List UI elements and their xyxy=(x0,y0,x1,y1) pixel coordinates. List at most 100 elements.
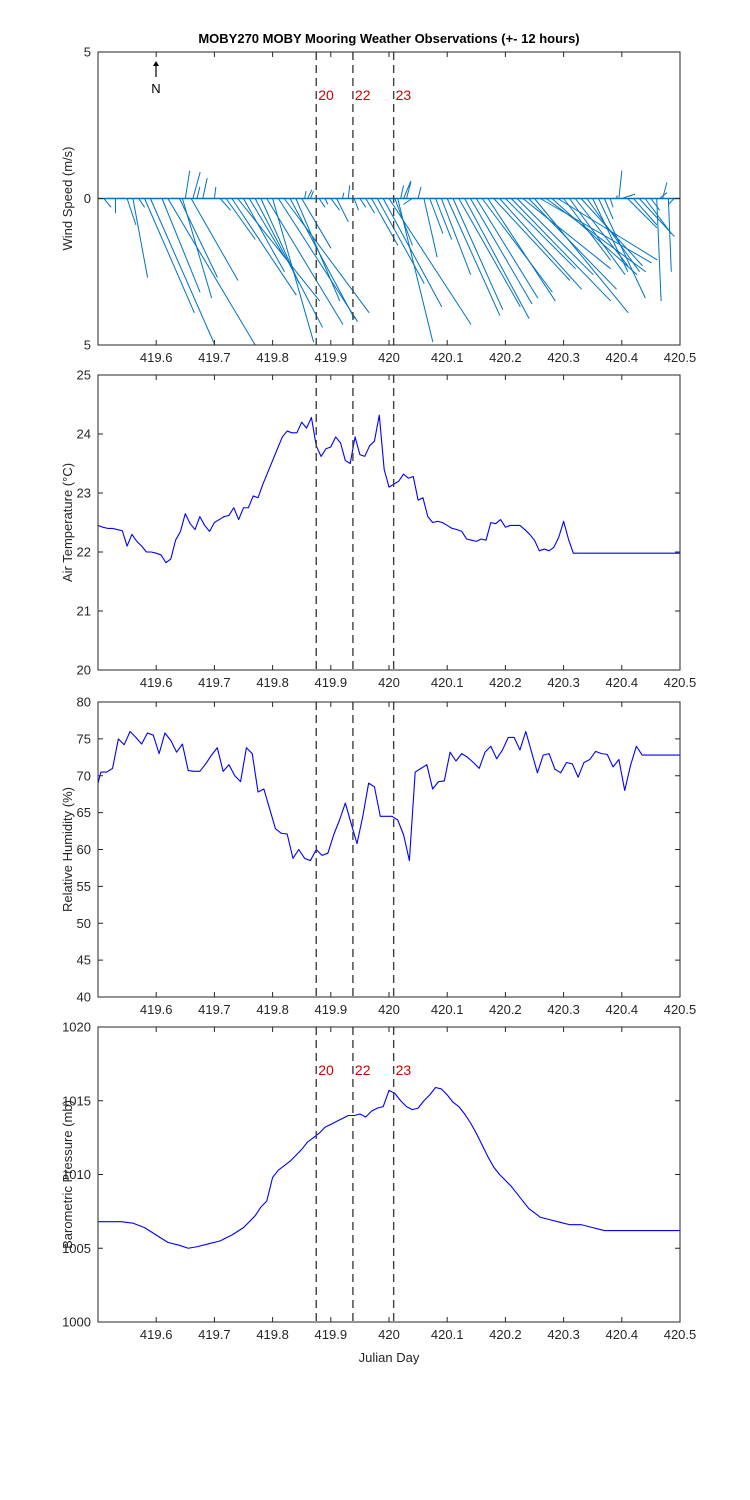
y-tick-label: 23 xyxy=(77,486,91,501)
wind-vector xyxy=(103,198,112,208)
cast-label: 20 xyxy=(318,87,334,103)
x-tick-label: 420.5 xyxy=(664,350,697,365)
wind-vector xyxy=(569,198,626,275)
wind-vector xyxy=(540,198,652,264)
wind-vector xyxy=(603,198,614,220)
y-tick-label: 22 xyxy=(77,545,91,560)
x-tick-label: 419.8 xyxy=(256,350,289,365)
wind-vector xyxy=(219,198,231,211)
x-tick-label: 420.2 xyxy=(489,350,522,365)
wind-vector xyxy=(598,198,646,299)
y-axis-label-pressure: Barometric Pressure (mb) xyxy=(60,1100,75,1249)
wind-vector xyxy=(487,198,556,302)
wind-vector xyxy=(528,198,617,290)
wind-vector xyxy=(190,198,239,281)
x-tick-label: 420.1 xyxy=(431,350,464,365)
x-tick-label: 420.2 xyxy=(489,1327,522,1342)
wind-vector xyxy=(126,198,137,226)
wind-vector xyxy=(382,198,443,308)
wind-vector xyxy=(662,182,668,199)
wind-vector xyxy=(470,198,533,305)
y-tick-label: 1005 xyxy=(62,1241,91,1256)
y-tick-label: 21 xyxy=(77,604,91,619)
plot-area-airtemp xyxy=(98,414,680,564)
wind-vector xyxy=(656,198,662,302)
chart-humidity: 419.6 419.7 419.8 419.9 420 420.1 420.2 420.3 42… xyxy=(60,695,696,1018)
x-tick-label: 420.3 xyxy=(547,350,580,365)
chart-wind: 20 22 23 419.6 419.7 419.8 419.9 420 420.1 420.2 4… xyxy=(60,45,696,366)
wind-vector xyxy=(202,177,208,199)
wind-vector xyxy=(132,198,149,278)
cast-label: 22 xyxy=(355,1062,371,1078)
x-tick-label: 419.7 xyxy=(198,1002,231,1017)
x-tick-label: 419.9 xyxy=(315,1327,348,1342)
wind-vector xyxy=(627,198,658,229)
wind-vector xyxy=(618,170,623,199)
x-tick-label: 420.3 xyxy=(547,675,580,690)
x-tick-label: 420.1 xyxy=(431,675,464,690)
x-tick-label: 419.8 xyxy=(256,675,289,690)
wind-vector xyxy=(667,198,672,272)
y-tick-label: 0 xyxy=(84,191,91,206)
wind-vector xyxy=(184,170,191,199)
y-tick-label: 1015 xyxy=(62,1093,91,1108)
x-tick-label: 420.2 xyxy=(489,1002,522,1017)
wind-vector xyxy=(522,198,612,270)
wind-vector xyxy=(237,198,321,302)
wind-vector xyxy=(192,171,201,199)
wind-vector xyxy=(324,198,329,205)
wind-vector xyxy=(225,198,256,240)
wind-vector xyxy=(318,198,326,208)
wind-vector xyxy=(196,186,201,199)
y-tick-label: 50 xyxy=(77,916,91,931)
wind-vector xyxy=(609,198,614,208)
x-tick-label: 420 xyxy=(378,1002,400,1017)
x-tick-label: 420.5 xyxy=(664,675,697,690)
wind-vector xyxy=(516,198,594,276)
wind-vector xyxy=(149,198,216,345)
x-tick-label: 419.7 xyxy=(198,675,231,690)
chart-airtemp: 419.6 419.7 419.8 419.9 420 420.1 420.2 420.3 42… xyxy=(60,368,696,691)
y-tick-label: 40 xyxy=(77,990,91,1005)
subplots: 20 22 23 419.6 419.7 419.8 419.9 420 420.1 420.2 4… xyxy=(60,45,696,1366)
figure-title: MOBY270 MOBY Mooring Weather Observation… xyxy=(198,31,579,46)
x-tick-label: 419.8 xyxy=(256,1327,289,1342)
cast-label: 23 xyxy=(396,1062,412,1078)
wind-vector xyxy=(458,198,521,308)
x-tick-label: 420.3 xyxy=(547,1002,580,1017)
series-line-pressure xyxy=(98,1086,680,1249)
wind-vector xyxy=(403,180,412,199)
y-tick-label: 65 xyxy=(77,805,91,820)
wind-vector xyxy=(283,198,370,314)
x-tick-label: 420.1 xyxy=(431,1327,464,1342)
y-tick-label: 70 xyxy=(77,768,91,783)
y-axis-label-airtemp: Air Temperature (°C) xyxy=(60,463,75,582)
wind-vector xyxy=(423,198,438,258)
wind-vector xyxy=(272,198,315,343)
wind-vector xyxy=(417,186,422,199)
y-tick-label: 1010 xyxy=(62,1167,91,1182)
wind-vector xyxy=(499,198,582,290)
wind-vector xyxy=(563,198,611,261)
x-tick-label: 419.7 xyxy=(198,1327,231,1342)
north-label: N xyxy=(151,81,160,96)
chart-pressure: 20 22 23 419.6 419.7 419.8 419.9 420 420.1 420.2 4… xyxy=(60,1020,696,1366)
x-tick-label: 419.6 xyxy=(140,1002,173,1017)
wind-vector xyxy=(400,185,405,199)
x-tick-label: 420.4 xyxy=(606,1002,639,1017)
wind-vector xyxy=(440,198,472,275)
x-tick-label: 420.2 xyxy=(489,675,522,690)
y-tick-label: 1020 xyxy=(62,1020,91,1035)
y-axis-label-wind: Wind Speed (m/s) xyxy=(60,146,75,250)
series-line-airtemp xyxy=(98,414,680,564)
wind-vector xyxy=(359,198,367,208)
wind-vector xyxy=(403,198,413,205)
wind-vector xyxy=(580,198,643,267)
x-tick-label: 420 xyxy=(378,675,400,690)
x-axis-label: Julian Day xyxy=(359,1350,420,1365)
wind-vector xyxy=(644,198,672,234)
wind-vector xyxy=(307,189,313,199)
y-tick-label: 24 xyxy=(77,427,91,442)
